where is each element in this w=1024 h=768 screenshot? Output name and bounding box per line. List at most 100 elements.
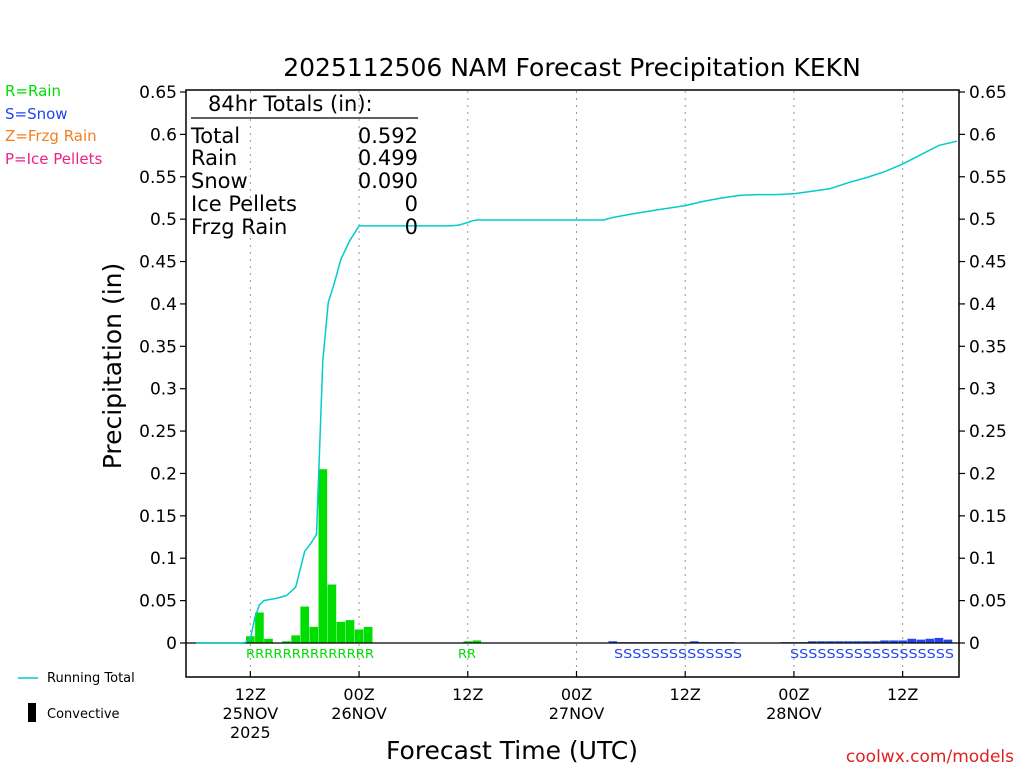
totals-table: Total 0.592 Rain 0.499 Snow 0.090 Ice Pe… xyxy=(190,124,418,239)
x-tick-label: 26NOV xyxy=(331,704,387,723)
totals-value-ice-pellets: 0 xyxy=(405,192,418,216)
rain-bar xyxy=(318,469,328,643)
totals-label-frzg-rain: Frzg Rain xyxy=(191,215,287,239)
rain-bar xyxy=(255,612,264,643)
snow-bar xyxy=(843,641,853,643)
snow-bar xyxy=(807,641,817,643)
snow-bar xyxy=(862,641,871,643)
y-tick-label-left: 0.45 xyxy=(139,253,177,273)
y-tick-label-left: 0.65 xyxy=(139,83,177,103)
y-axis-label: Precipitation (in) xyxy=(98,263,127,470)
totals-value-total: 0.592 xyxy=(358,124,418,148)
y-tick-label-right: 0.4 xyxy=(969,295,996,315)
y-tick-label-left: 0.35 xyxy=(139,337,177,357)
legend-convective: Convective xyxy=(47,707,120,722)
snow-bar xyxy=(816,641,826,643)
credit-link[interactable]: coolwx.com/models xyxy=(846,747,1014,767)
snow-bar xyxy=(880,640,889,643)
x-tick-label: 00Z xyxy=(778,685,809,704)
rain-bar xyxy=(463,641,473,643)
rain-bar xyxy=(327,584,337,643)
x-grid xyxy=(249,91,904,676)
rain-bar xyxy=(282,641,291,643)
snow-bar xyxy=(853,641,862,643)
rain-bar xyxy=(363,626,373,643)
totals-value-snow: 0.090 xyxy=(358,169,418,193)
totals-header: 84hr Totals (in): xyxy=(208,92,373,116)
legend-ice-pellets: P=Ice Pellets xyxy=(5,150,102,168)
snow-bar xyxy=(608,641,618,643)
running-total-line xyxy=(196,140,958,644)
convective-legend-swatch xyxy=(28,703,36,722)
x-tick-label: 2025 xyxy=(230,723,271,742)
x-tick-label: 27NOV xyxy=(549,704,605,723)
x-axis-label: Forecast Time (UTC) xyxy=(386,736,638,765)
legend-rain: R=Rain xyxy=(5,82,61,100)
snow-bar xyxy=(943,639,953,643)
y-tick-label-left: 0.6 xyxy=(150,125,177,145)
x-tick-label: 25NOV xyxy=(223,704,279,723)
y-tick-label-right: 0.05 xyxy=(969,592,1007,612)
rain-bar xyxy=(291,635,300,643)
snow-bar xyxy=(689,641,699,643)
type-strip-snow-1: SSSSSSSSSSSSSS xyxy=(614,647,742,661)
plot-frame xyxy=(185,89,960,678)
type-strip-rain-2: RR xyxy=(458,647,476,661)
y-tick-label-left: 0.5 xyxy=(150,210,177,230)
x-tick-label: 28NOV xyxy=(766,704,822,723)
legend-running-total: Running Total xyxy=(47,671,135,686)
snow-bar xyxy=(825,641,835,643)
y-tick-label-left: 0.05 xyxy=(139,592,177,612)
totals-value-frzg-rain: 0 xyxy=(405,215,418,239)
y-tick-label-right: 0.65 xyxy=(969,83,1007,103)
y-tick-label-left: 0.25 xyxy=(139,422,177,442)
y-tick-label-left: 0 xyxy=(166,634,177,654)
rain-bar xyxy=(336,621,346,643)
rain-bar xyxy=(264,638,273,643)
rain-bar xyxy=(345,620,355,643)
rain-bar xyxy=(472,640,482,643)
rain-bar xyxy=(309,626,319,643)
y-tick-label-left: 0.55 xyxy=(139,168,177,188)
y-tick-label-left: 0.1 xyxy=(150,549,177,569)
y-tick-label-right: 0.2 xyxy=(969,464,996,484)
snow-bar xyxy=(889,640,898,643)
totals-value-rain: 0.499 xyxy=(358,146,418,170)
chart-title: 2025112506 NAM Forecast Precipitation KE… xyxy=(283,53,861,82)
bar-series xyxy=(246,469,953,644)
y-tick-label-right: 0.5 xyxy=(969,210,996,230)
y-tick-label-right: 0.45 xyxy=(969,253,1007,273)
x-tick-label: 12Z xyxy=(887,685,918,704)
y-tick-label-right: 0.25 xyxy=(969,422,1007,442)
y-tick-label-right: 0.6 xyxy=(969,125,996,145)
rain-bar xyxy=(300,606,310,643)
y-tick-label-right: 0.55 xyxy=(969,168,1007,188)
legend-snow: S=Snow xyxy=(5,105,68,123)
x-tick-label: 00Z xyxy=(343,685,374,704)
y-tick-label-left: 0.4 xyxy=(150,295,177,315)
legend-frzg-rain: Z=Frzg Rain xyxy=(5,127,97,145)
snow-bar xyxy=(871,641,880,643)
y-axis: 0 00.05 0.050.1 0.10.15 0.150.2 0.20.25 0.250.… xyxy=(139,83,1007,654)
x-tick-label: 12Z xyxy=(670,685,701,704)
x-tick-label: 12Z xyxy=(235,685,266,704)
totals-label-snow: Snow xyxy=(191,169,248,193)
y-tick-label-left: 0.3 xyxy=(150,380,177,400)
snow-bar xyxy=(925,638,935,643)
type-strip-snow-2: SSSSSSSSSSSSSSSSSS xyxy=(790,647,954,661)
snow-bar xyxy=(916,639,926,643)
y-tick-label-right: 0 xyxy=(969,634,980,654)
snow-bar xyxy=(834,641,844,643)
y-tick-label-right: 0.1 xyxy=(969,549,996,569)
totals-label-rain: Rain xyxy=(191,146,237,170)
rain-bar xyxy=(354,629,364,643)
snow-bar xyxy=(934,637,944,643)
totals-label-ice-pellets: Ice Pellets xyxy=(191,192,297,216)
snow-bar xyxy=(898,640,907,643)
x-tick-label: 00Z xyxy=(561,685,592,704)
y-tick-label-right: 0.15 xyxy=(969,507,1007,527)
y-tick-label-left: 0.2 xyxy=(150,464,177,484)
y-tick-label-left: 0.15 xyxy=(139,507,177,527)
